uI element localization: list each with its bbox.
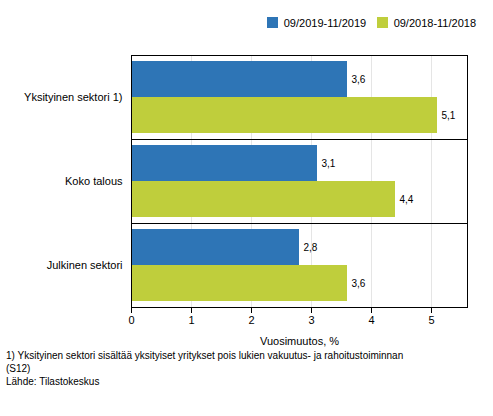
- html-text:(S12): (S12): [6, 362, 31, 374]
- svg-text:5: 5: [428, 314, 434, 326]
- svg-text:2,8: 2,8: [304, 241, 318, 252]
- svg-text:3,6: 3,6: [352, 73, 366, 84]
- svg-text:3,1: 3,1: [322, 157, 336, 168]
- svg-text:Yksityinen sektori 1): Yksityinen sektori 1): [24, 91, 122, 103]
- svg-text:4: 4: [368, 314, 374, 326]
- svg-text:Julkinen sektori: Julkinen sektori: [47, 259, 123, 271]
- html-text:Lähde: Tilastokeskus: Lähde: Tilastokeskus: [6, 375, 100, 387]
- svg-text:Koko talous: Koko talous: [65, 175, 123, 187]
- svg-text:1: 1: [188, 314, 194, 326]
- svg-text:2: 2: [248, 314, 254, 326]
- html-text:09/2018-11/2018: 09/2018-11/2018: [393, 16, 476, 29]
- svg-text:4,4: 4,4: [400, 193, 414, 204]
- svg-text:3,6: 3,6: [352, 277, 366, 288]
- svg-text:0: 0: [128, 314, 134, 326]
- html-text:09/2019-11/2019: 09/2019-11/2019: [283, 16, 367, 29]
- svg-text:3: 3: [308, 314, 314, 326]
- svg-text:Vuosimuutos, %: Vuosimuutos, %: [260, 334, 339, 346]
- html-text:1) Yksityinen sektori sisältää: 1) Yksityinen sektori sisältää yksityise…: [6, 349, 404, 361]
- svg-text:5,1: 5,1: [442, 109, 456, 120]
